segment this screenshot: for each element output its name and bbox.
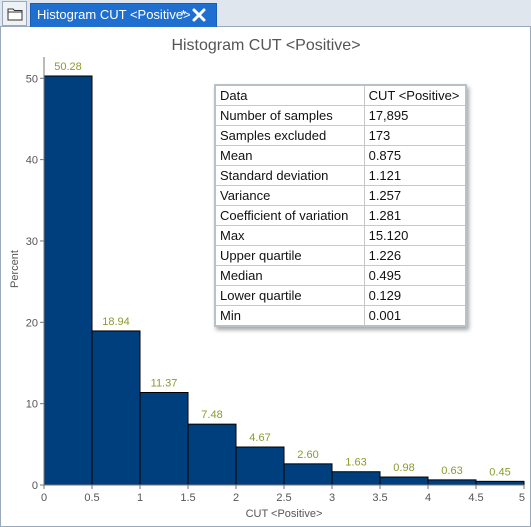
table-row: Median 0.495: [214, 265, 467, 286]
table-header-cell: CUT <Positive>: [363, 84, 467, 106]
histogram-chart: Histogram CUT <Positive> Percent CUT <Po…: [9, 37, 525, 520]
tab-bar: Histogram CUT <Positive> *: [0, 0, 531, 27]
x-tick-label: 1: [137, 492, 143, 504]
stat-name: Variance: [214, 185, 365, 206]
bar-value-label: 0.98: [393, 462, 414, 474]
x-tick-label: 0: [41, 492, 47, 504]
stat-value: 173: [363, 125, 467, 146]
stat-value: 15.120: [363, 225, 467, 246]
bar-value-label: 7.48: [201, 409, 222, 421]
bar-value-label: 11.37: [151, 378, 178, 390]
x-tick-label: 3: [329, 492, 335, 504]
bar-value-label: 1.63: [345, 457, 366, 469]
table-row: Samples excluded 173: [214, 125, 467, 146]
chart-title: Histogram CUT <Positive>: [171, 37, 360, 54]
stat-name: Standard deviation: [214, 165, 365, 186]
bar-value-label: 2.60: [297, 449, 318, 461]
x-axis-label: CUT <Positive>: [246, 508, 323, 520]
tab-histogram[interactable]: Histogram CUT <Positive> *: [30, 3, 217, 27]
close-icon[interactable]: [191, 7, 207, 23]
stat-value: 0.875: [363, 145, 467, 166]
histogram-bar: [43, 75, 93, 486]
stat-name: Samples excluded: [214, 125, 365, 146]
y-tick-label: 40: [26, 155, 38, 167]
table-row: Mean 0.875: [214, 145, 467, 166]
histogram-bar: [283, 463, 333, 486]
table-row: Lower quartile 0.129: [214, 285, 467, 306]
table-row: Min 0.001: [214, 305, 467, 327]
bar-value-label: 18.94: [102, 316, 130, 328]
stat-name: Coefficient of variation: [214, 205, 365, 226]
x-tick-label: 4.5: [468, 492, 483, 504]
histogram-bar: [187, 423, 237, 486]
table-row: Upper quartile 1.226: [214, 245, 467, 266]
table-header-cell: Data: [214, 84, 365, 106]
stat-name: Lower quartile: [214, 285, 365, 306]
stat-value: 0.129: [363, 285, 467, 306]
table-row: Standard deviation 1.121: [214, 165, 467, 186]
stat-value: 17,895: [363, 105, 467, 126]
stat-value: 1.121: [363, 165, 467, 186]
bar-value-label: 50.28: [54, 61, 82, 73]
y-tick-label: 10: [26, 399, 38, 411]
y-tick-label: 0: [32, 480, 38, 492]
folder-icon[interactable]: [2, 1, 27, 26]
stat-name: Number of samples: [214, 105, 365, 126]
y-tick-label: 50: [26, 73, 38, 85]
x-tick-label: 3.5: [372, 492, 387, 504]
table-row: Coefficient of variation 1.281: [214, 205, 467, 226]
table-row: Number of samples 17,895: [214, 105, 467, 126]
bar-value-label: 0.45: [489, 466, 510, 478]
histogram-bar: [331, 471, 381, 486]
histogram-bar: [379, 476, 429, 486]
stat-value: 0.495: [363, 265, 467, 286]
stat-name: Min: [214, 305, 365, 327]
x-tick-label: 4: [425, 492, 431, 504]
x-tick-label: 1.5: [180, 492, 195, 504]
statistics-table: Data CUT <Positive> Number of samples 17,89…: [214, 84, 467, 327]
table-row: Max 15.120: [214, 225, 467, 246]
y-tick-label: 20: [26, 317, 38, 329]
stat-name: Max: [214, 225, 365, 246]
x-tick-label: 2.5: [276, 492, 291, 504]
stat-value: 1.281: [363, 205, 467, 226]
x-tick-label: 0.5: [84, 492, 99, 504]
histogram-bar: [91, 330, 141, 486]
stat-name: Median: [214, 265, 365, 286]
y-tick-label: 30: [26, 236, 38, 248]
bar-value-label: 0.63: [441, 465, 462, 477]
stat-name: Upper quartile: [214, 245, 365, 266]
tab-modified-marker: *: [181, 7, 187, 22]
stat-value: 1.226: [363, 245, 467, 266]
stat-value: 1.257: [363, 185, 467, 206]
histogram-bar: [475, 480, 525, 486]
table-row: Variance 1.257: [214, 185, 467, 206]
y-axis-label: Percent: [9, 250, 21, 288]
x-tick-label: 2: [233, 492, 239, 504]
tab-title: Histogram CUT <Positive>: [37, 7, 191, 22]
x-tick-label: 5: [519, 492, 525, 504]
histogram-bar: [235, 446, 285, 486]
stat-value: 0.001: [363, 305, 467, 327]
table-header-row: Data CUT <Positive>: [214, 84, 467, 106]
bar-value-label: 4.67: [249, 432, 270, 444]
histogram-bar: [139, 392, 189, 486]
histogram-bar: [427, 479, 477, 486]
stat-name: Mean: [214, 145, 365, 166]
